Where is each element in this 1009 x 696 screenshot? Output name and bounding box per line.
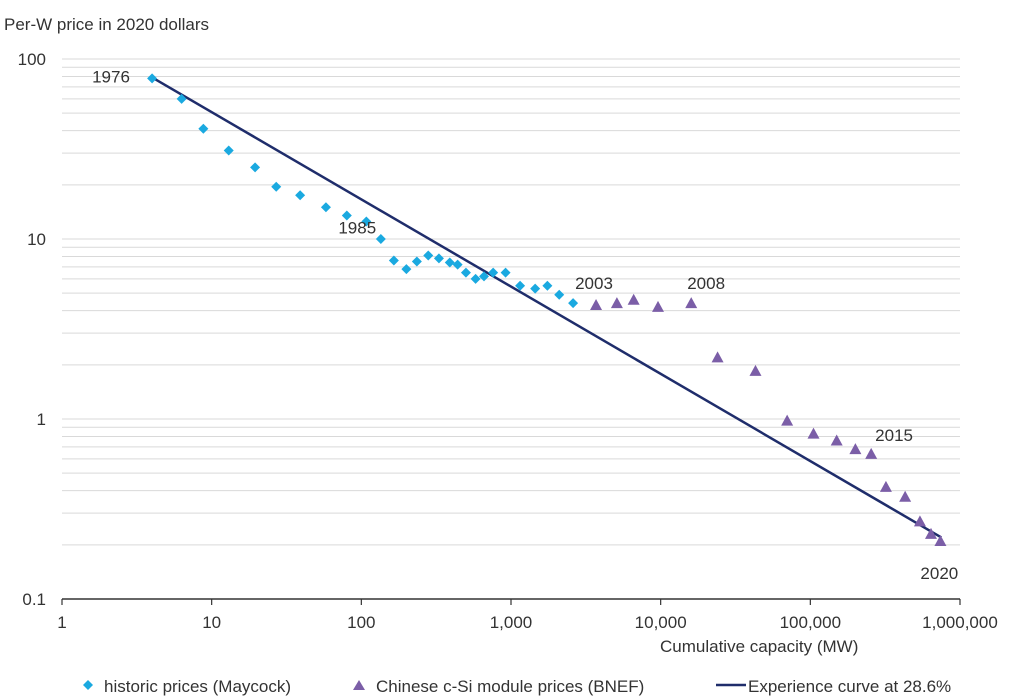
legend-label-historic: historic prices (Maycock) [104, 677, 291, 696]
historic-price-point [530, 283, 541, 294]
bnef-price-point [781, 414, 794, 426]
historic-price-point [271, 181, 282, 192]
historic-price-point [423, 250, 434, 261]
historic-price-point [478, 271, 489, 282]
historic-price-point [452, 259, 463, 270]
bnef-price-point [807, 427, 820, 439]
bnef-price-point [627, 293, 640, 305]
x-tick-label: 100 [347, 613, 375, 632]
y-tick-label: 100 [18, 50, 46, 69]
historic-price-point [568, 298, 579, 309]
year-annotation: 1976 [92, 67, 130, 86]
historic-price-point [433, 253, 444, 264]
legend-label-experience: Experience curve at 28.6% [748, 677, 951, 696]
historic-price-point [500, 267, 511, 278]
historic-price-point [515, 280, 526, 291]
year-annotations: 1976 1985 2003 2008 2015 2020 [92, 67, 958, 583]
historic-price-point [488, 267, 499, 278]
bnef-price-point [590, 298, 603, 310]
x-tick-label: 1,000,000 [922, 613, 998, 632]
year-annotation: 2015 [875, 426, 913, 445]
historic-price-point [361, 216, 372, 227]
x-tick-label: 1,000 [490, 613, 533, 632]
bnef-price-point [865, 447, 878, 459]
bnef-price-point [652, 300, 665, 312]
bnef-price-point [685, 297, 698, 309]
historic-price-point [295, 190, 306, 201]
x-axis-ticks: 1 10 100 1,000 10,000 100,000 1,000,000 [57, 599, 998, 632]
legend-triangle-marker [353, 680, 365, 690]
bnef-price-point [934, 535, 947, 547]
historic-price-point [198, 123, 209, 134]
experience-curve-line [151, 76, 942, 539]
bnef-price-point [830, 434, 843, 446]
experience-curve-path [151, 76, 942, 539]
y-tick-label: 10 [27, 230, 46, 249]
historic-price-point [401, 264, 412, 275]
bnef-price-point [849, 443, 862, 455]
bnef-price-point [924, 527, 937, 539]
year-annotation: 2008 [687, 274, 725, 293]
bnef-price-point [711, 351, 724, 363]
x-tick-label: 10 [202, 613, 221, 632]
year-annotation: 2003 [575, 274, 613, 293]
data-points [147, 73, 947, 547]
year-annotation: 2020 [920, 564, 958, 583]
y-tick-label: 0.1 [22, 590, 46, 609]
x-tick-label: 100,000 [780, 613, 841, 632]
historic-price-point [341, 210, 352, 221]
historic-price-point [388, 255, 399, 266]
historic-price-point [147, 73, 158, 84]
year-annotation: 1985 [338, 219, 376, 238]
historic-price-point [460, 267, 471, 278]
historic-price-point [223, 145, 234, 156]
bnef-price-point [749, 364, 762, 376]
legend: historic prices (Maycock) Chinese c-Si m… [83, 677, 951, 696]
historic-price-point [320, 202, 331, 213]
historic-price-point [554, 289, 565, 300]
bnef-price-point [879, 480, 892, 492]
gridlines [62, 58, 960, 546]
y-tick-label: 1 [37, 410, 46, 429]
x-tick-label: 10,000 [635, 613, 687, 632]
historic-price-point [250, 162, 261, 173]
bnef-price-point [913, 515, 926, 527]
legend-diamond-marker [83, 680, 93, 690]
historic-price-point [542, 280, 553, 291]
historic-price-point [470, 273, 481, 284]
historic-price-point [375, 234, 386, 244]
bnef-price-point [899, 490, 912, 502]
historic-price-point [411, 256, 422, 267]
historic-price-point [176, 93, 187, 104]
y-axis-title: Per-W price in 2020 dollars [4, 15, 209, 34]
y-axis-ticks: 0.1 1 10 100 [18, 50, 46, 609]
legend-label-bnef: Chinese c-Si module prices (BNEF) [376, 677, 644, 696]
historic-price-point [444, 257, 455, 268]
x-tick-label: 1 [57, 613, 66, 632]
bnef-price-point [610, 297, 623, 309]
x-axis-title: Cumulative capacity (MW) [660, 637, 858, 656]
